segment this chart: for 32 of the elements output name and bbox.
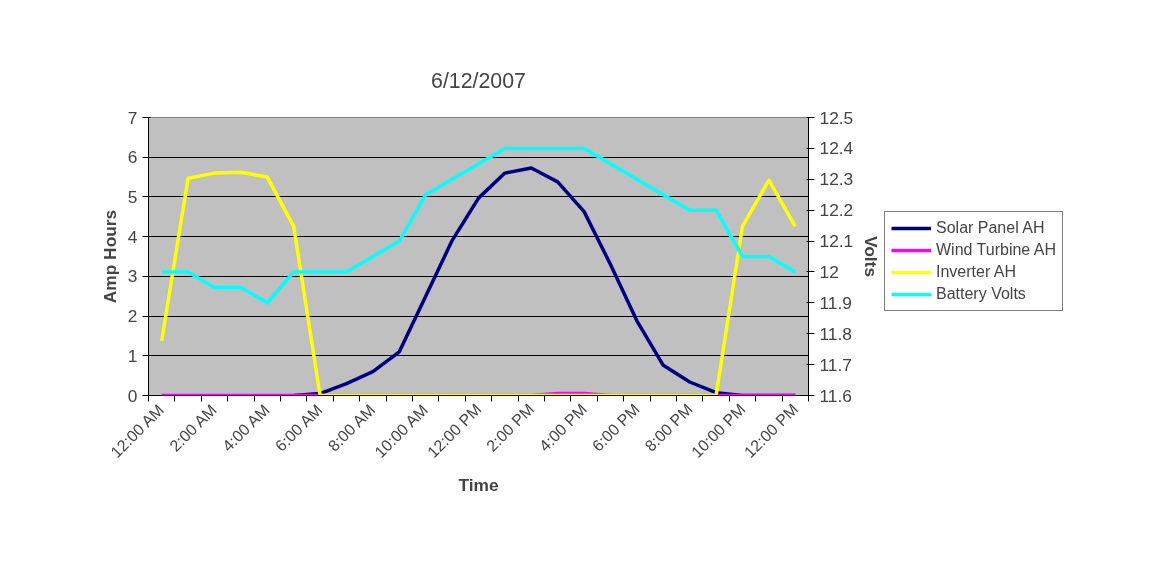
y2-tick-label: 12.5 [819,107,854,128]
x-tick-label: 4:00 AM [219,401,273,455]
y-tick-label: 1 [127,345,138,366]
x-tick-label: 6:00 AM [271,401,326,455]
y2-tick-label: 12 [819,261,839,282]
y2-tick-label: 12.1 [819,231,854,252]
y-tick-label: 6 [127,147,138,168]
y-tick-label: 3 [127,266,138,287]
y2-tick-label: 12.3 [819,169,854,190]
y-tick-label: 2 [127,306,138,327]
legend-label: Battery Volts [936,285,1026,303]
y-tick-label: 7 [127,107,138,128]
y2-tick-label: 11.8 [819,323,852,344]
y-tick-label: 0 [127,385,138,406]
line-series [159,170,798,396]
legend-label: Solar Panel AH [936,219,1045,237]
y-axis-title: Amp Hours [99,209,120,304]
y2-tick-label: 11.9 [819,292,852,313]
x-axis-title: Time [458,474,499,495]
y2-tick-label: 12.4 [819,138,854,159]
line-series [159,146,798,305]
y2-axis-title: Volts [861,235,882,278]
x-tick-label: 4:00 PM [535,400,591,455]
y2-tick-label: 11.7 [819,354,852,375]
y2-tick-label: 11.6 [819,385,852,406]
x-tick-label: 6:00 PM [588,400,643,455]
legend-label: Wind Turbine AH [936,241,1057,259]
legend-label: Inverter AH [936,263,1017,281]
y2-tick-label: 12.2 [819,200,854,221]
chart-title: 6/12/2007 [431,68,526,93]
y-tick-label: 4 [127,226,138,247]
y-tick-label: 5 [127,186,138,207]
